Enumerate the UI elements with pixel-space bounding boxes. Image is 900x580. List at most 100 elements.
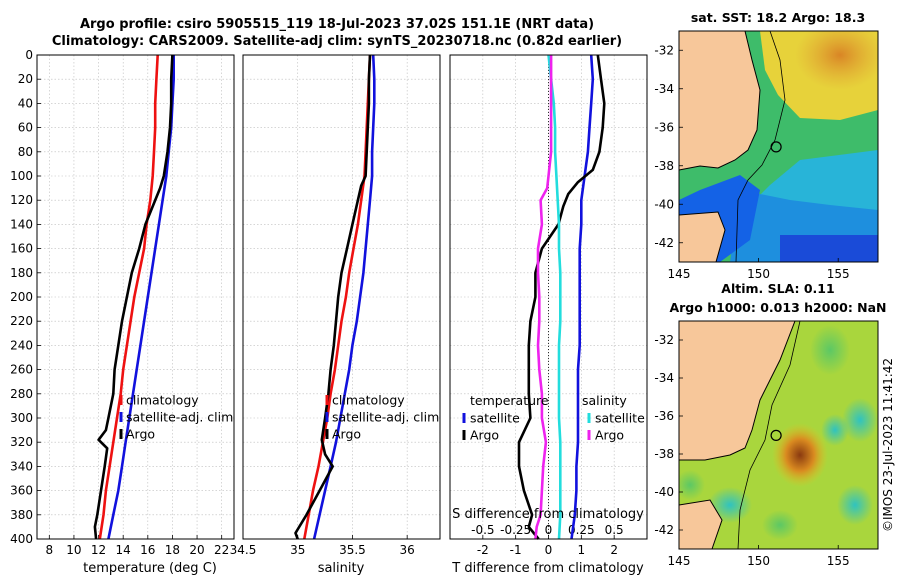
x-tick-label: 16: [140, 543, 155, 557]
x-tick-label: 8: [45, 543, 53, 557]
series-line-salinity-argo: [534, 55, 553, 540]
series-line-argo: [93, 54, 174, 540]
map-y-tick-label: -42: [654, 523, 674, 537]
map-x-tick-label: 155: [827, 267, 850, 281]
s-tick-label: 0.5: [605, 523, 624, 537]
x-tick-label: 36: [400, 543, 415, 557]
map-y-tick-label: -38: [654, 159, 674, 173]
y-tick-label: 260: [10, 363, 33, 377]
y-tick-label: 200: [10, 290, 33, 304]
y-tick-label: 0: [25, 48, 33, 62]
legend-label: Argo: [470, 428, 499, 443]
x-tick-label: 1: [578, 543, 586, 557]
legend-label: satellite: [595, 411, 645, 426]
sla-map-title-line1: Altim. SLA: 0.11: [721, 281, 834, 296]
map-y-tick-label: -38: [654, 447, 674, 461]
y-tick-label: 280: [10, 387, 33, 401]
x-tick-label: 2: [610, 543, 618, 557]
plot-frame: [242, 54, 441, 540]
x-tick-label: 14: [116, 543, 131, 557]
s-tick-label: -0.5: [471, 523, 494, 537]
series-line-salinity-satellite: [547, 54, 562, 540]
y-tick-label: 400: [10, 532, 33, 546]
y-tick-label: 240: [10, 338, 33, 352]
x-tick-label: 20: [189, 543, 204, 557]
credit-text: ©IMOS 23-Jul-2023 11:41:42: [881, 358, 895, 532]
sst-profile-marker: [770, 141, 782, 153]
salinity-xlabel: salinity: [318, 561, 365, 576]
map-y-tick-label: -42: [654, 236, 674, 250]
difference-xlabel-top: S difference from climatology: [452, 507, 644, 522]
y-tick-label: 160: [10, 242, 33, 256]
x-tick-label: 22: [214, 543, 229, 557]
x-tick-label: 12: [91, 543, 106, 557]
sst-map-title: sat. SST: 18.2 Argo: 18.3: [691, 10, 865, 25]
x-tick-label: 35: [290, 543, 305, 557]
difference-xlabel: T difference from climatology: [451, 561, 644, 576]
legend-heading-temperature: temperature: [470, 393, 549, 408]
y-tick-label: 120: [10, 193, 33, 207]
series-line-satellite-adj-clim: [312, 54, 376, 540]
map-y-tick-label: -36: [654, 409, 674, 423]
y-tick-label: 180: [10, 266, 33, 280]
figure-title-line1: Argo profile: csiro 5905515_119 18-Jul-2…: [80, 17, 594, 32]
map-x-tick-label: 150: [747, 554, 770, 568]
y-tick-label: 340: [10, 459, 33, 473]
plot-frame: [449, 54, 648, 540]
series-line-temperature-satellite: [570, 54, 595, 540]
y-tick-label: 300: [10, 411, 33, 425]
y-tick-label: 360: [10, 484, 33, 498]
sla-map-title-line2: Argo h1000: 0.013 h2000: NaN: [669, 300, 886, 315]
sst-map-frame: [678, 30, 879, 263]
legend-label: Argo: [332, 427, 361, 442]
legend-heading-salinity: salinity: [582, 393, 627, 408]
x-tick-label: 10: [66, 543, 81, 557]
y-tick-label: 380: [10, 508, 33, 522]
map-y-tick-label: -34: [654, 82, 674, 96]
sla-profile-marker: [770, 429, 782, 441]
map-y-tick-label: -32: [654, 333, 674, 347]
y-tick-label: 100: [10, 169, 33, 183]
x-tick-label: -1: [510, 543, 522, 557]
series-line-argo: [294, 54, 372, 540]
x-tick-label: 18: [165, 543, 180, 557]
legend-label: climatology: [126, 393, 199, 408]
legend-label: climatology: [332, 393, 405, 408]
series-line-climatology: [98, 54, 159, 540]
y-tick-label: 320: [10, 435, 33, 449]
x-tick-label: 0: [545, 543, 553, 557]
y-tick-label: 60: [18, 121, 33, 135]
legend-label: Argo: [126, 427, 155, 442]
sla-map-image: [679, 321, 878, 549]
map-x-tick-label: 155: [827, 554, 850, 568]
salinity-panel: 34.5 35 35.5 36 climatology satellite-adj. cl…: [230, 54, 441, 557]
series-line-temperature-argo: [517, 54, 606, 540]
legend-label: Argo: [595, 428, 624, 443]
temperature-panel: 8 10 12 14 16 18 20 220204060801001201401601802…: [10, 48, 235, 557]
sla-map-axes: 145 150 155 -32 -34 -36 -38 -40 -42: [654, 333, 849, 568]
y-tick-label: 20: [18, 72, 33, 86]
map-x-tick-label: 145: [668, 267, 691, 281]
s-tick-label: 0: [545, 523, 553, 537]
map-x-tick-label: 150: [747, 267, 770, 281]
x-tick-label: 35.5: [339, 543, 366, 557]
figure-title-line2: Climatology: CARS2009. Satellite-adj cli…: [52, 34, 622, 49]
plot-frame: [36, 54, 235, 540]
legend-label: satellite-adj. clim: [126, 410, 233, 425]
difference-panel: -2 -1 0 1 2 -0.5 -0.25 0 0.25 0.5 temperature salin…: [449, 54, 648, 557]
legend-label: satellite-adj. clim: [332, 410, 439, 425]
y-tick-label: 40: [18, 96, 33, 110]
map-x-tick-label: 145: [668, 554, 691, 568]
x-tick-label: -2: [477, 543, 489, 557]
y-tick-label: 140: [10, 217, 33, 231]
x-tick-label: 34.5: [230, 543, 257, 557]
map-y-tick-label: -36: [654, 120, 674, 134]
y-tick-label: 220: [10, 314, 33, 328]
temperature-xlabel: temperature (deg C): [83, 561, 217, 576]
map-y-tick-label: -40: [654, 485, 674, 499]
sst-map-image: [679, 31, 878, 262]
map-y-tick-label: -40: [654, 197, 674, 211]
map-y-tick-label: -34: [654, 371, 674, 385]
legend-label: satellite: [470, 411, 520, 426]
